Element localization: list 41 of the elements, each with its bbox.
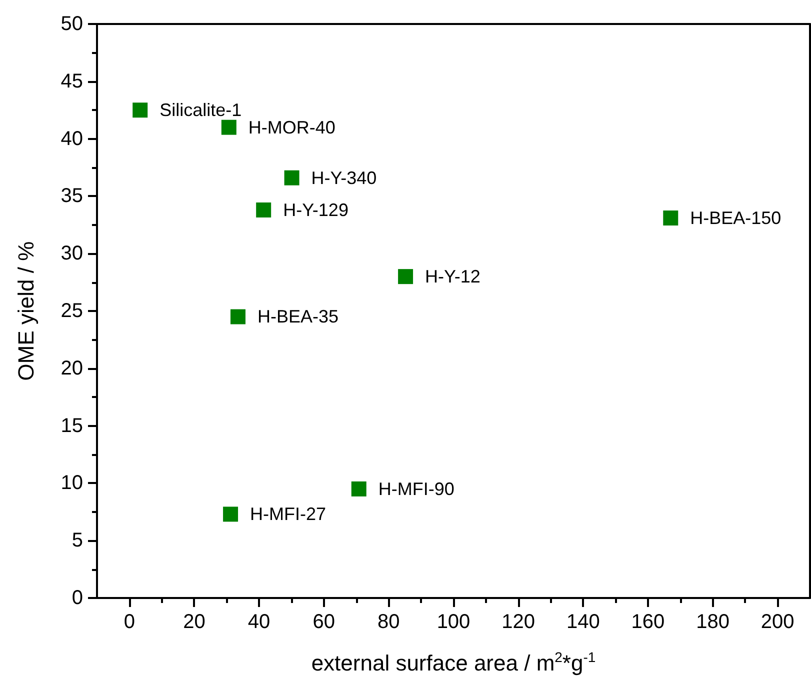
x-tick-label: 140 — [566, 611, 600, 633]
y-tick-label: 35 — [60, 185, 83, 208]
x-tick-label: 0 — [124, 611, 135, 633]
point — [663, 210, 678, 226]
point — [256, 202, 272, 218]
x-tick-label: 80 — [378, 611, 400, 633]
x-tick-label: 100 — [436, 611, 470, 633]
x-tick-label: 200 — [760, 611, 794, 633]
data-label: H-MOR-40 — [248, 117, 336, 138]
y-tick-label: 5 — [72, 530, 83, 552]
y-tick-label: 30 — [60, 242, 83, 265]
x-tick-label: 40 — [248, 611, 270, 633]
y-tick-label: 25 — [60, 300, 83, 322]
y-tick-label: 45 — [60, 70, 83, 92]
point — [284, 170, 300, 186]
point — [398, 269, 414, 284]
x-tick-label: 180 — [696, 611, 730, 633]
data-label: H-BEA-35 — [257, 306, 339, 327]
point — [223, 506, 238, 522]
y-tick-label: 20 — [60, 357, 83, 380]
x-tick-label: 60 — [312, 611, 335, 633]
data-label: H-Y-12 — [425, 266, 480, 287]
data-label: H-Y-129 — [283, 200, 348, 220]
data-label: H-MFI-27 — [250, 504, 326, 524]
y-tick-label: 40 — [60, 128, 83, 150]
point — [230, 309, 246, 324]
y-tick-label: 10 — [60, 472, 83, 494]
y-tick-label: 0 — [72, 587, 83, 609]
y-axis-title: OME yield / % — [14, 241, 38, 381]
data-label: H-BEA-150 — [690, 208, 782, 228]
point — [132, 102, 148, 118]
x-tick-label: 120 — [502, 611, 536, 633]
point — [351, 481, 366, 496]
data-label: Silicalite-1 — [160, 100, 242, 120]
x-tick-label: 160 — [631, 611, 665, 633]
y-tick-label: 50 — [60, 13, 83, 35]
data-label: H-Y-340 — [311, 168, 377, 188]
y-tick-label: 15 — [60, 414, 83, 437]
point — [221, 120, 236, 135]
data-label: H-MFI-90 — [378, 478, 454, 499]
x-tick-label: 20 — [183, 611, 206, 633]
